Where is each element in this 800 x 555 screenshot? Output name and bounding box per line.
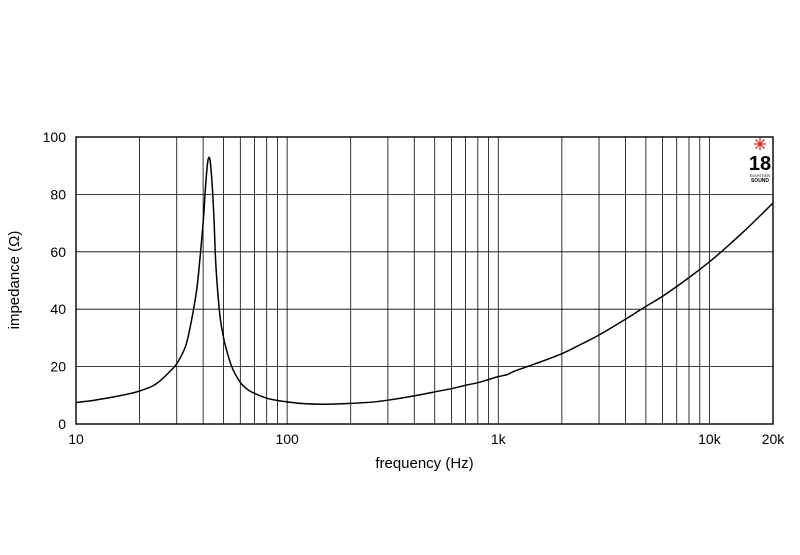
x-axis-label: frequency (Hz) [375,455,473,472]
y-tick-label: 80 [50,186,66,202]
y-tick-labels: 0 20 40 60 80 100 [43,129,67,432]
x-tick-label: 1k [491,431,507,447]
logo-line2: SOUND [751,178,769,184]
x-tick-labels: 10 100 1k 10k 20k [68,431,785,447]
y-tick-label: 20 [50,359,66,375]
impedance-curve [75,156,774,405]
grid-lines [76,137,773,424]
x-tick-label: 10k [698,431,722,447]
x-tick-label: 20k [762,431,786,447]
x-tick-label: 10 [68,431,84,447]
y-tick-label: 60 [50,244,66,260]
star-icon [754,138,766,150]
plot-frame [75,136,774,425]
logo-line1: EIGHTEEN [750,173,771,178]
y-tick-label: 40 [50,301,66,317]
logo-number: 18 [749,153,771,175]
y-tick-label: 100 [43,129,67,145]
eighteen-sound-logo: 18 EIGHTEEN SOUND [749,138,771,184]
y-tick-label: 0 [58,416,66,432]
x-tick-label: 100 [275,431,299,447]
y-axis-label: impedance (Ω) [6,231,23,330]
